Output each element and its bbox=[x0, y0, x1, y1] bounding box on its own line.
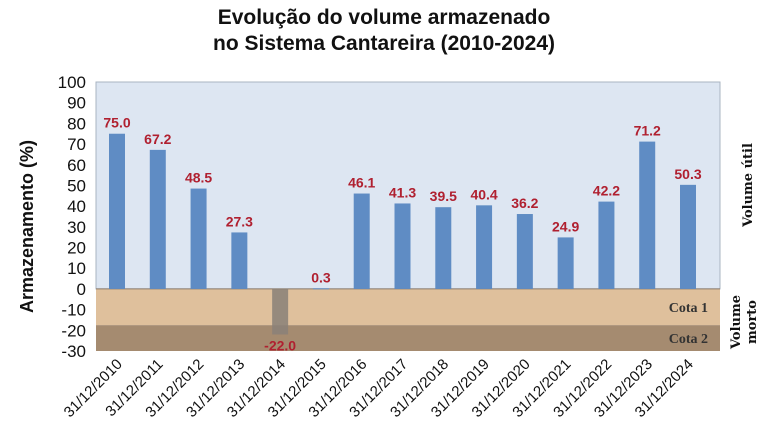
bar bbox=[435, 207, 452, 289]
data-label: 39.5 bbox=[430, 188, 457, 204]
y-tick-label: 80 bbox=[67, 114, 86, 133]
y-tick-label: 90 bbox=[67, 94, 86, 113]
y-tick-label: 70 bbox=[67, 135, 86, 154]
data-label: 42.2 bbox=[593, 183, 620, 199]
y-tick-label: 0 bbox=[77, 280, 86, 299]
bar bbox=[557, 237, 574, 289]
data-label: 27.3 bbox=[226, 213, 253, 229]
volume-morto-label-line2: morto bbox=[745, 300, 760, 344]
data-label: 48.5 bbox=[185, 170, 212, 186]
y-tick-label: -10 bbox=[61, 301, 86, 320]
band-label: Cota 1 bbox=[669, 301, 708, 316]
bar bbox=[598, 201, 615, 289]
y-axis-label: Armazenamento (%) bbox=[17, 140, 37, 313]
bar bbox=[272, 288, 289, 335]
chart-title-line2: no Sistema Cantareira (2010-2024) bbox=[213, 32, 555, 55]
bar bbox=[231, 232, 248, 289]
bar bbox=[190, 188, 207, 289]
y-tick-label: -30 bbox=[61, 342, 86, 361]
y-tick-label: 60 bbox=[67, 156, 86, 175]
bar bbox=[680, 184, 696, 289]
bar bbox=[394, 203, 411, 289]
bar bbox=[109, 133, 125, 289]
data-label: 40.4 bbox=[470, 186, 497, 202]
bar bbox=[353, 193, 370, 289]
data-label: 75.0 bbox=[103, 115, 130, 131]
y-tick-label: 10 bbox=[67, 259, 86, 278]
bar bbox=[149, 149, 166, 289]
band-2 bbox=[96, 325, 720, 351]
data-label: 0.3 bbox=[311, 269, 331, 285]
y-tick-label: 100 bbox=[58, 73, 86, 92]
volume-util-label: Volume útil bbox=[741, 143, 756, 228]
data-label: 67.2 bbox=[144, 131, 171, 147]
y-tick-label: 30 bbox=[67, 218, 86, 237]
chart-title-line1: Evolução do volume armazenado bbox=[217, 6, 551, 29]
band-label: Cota 2 bbox=[669, 332, 708, 347]
y-tick-label: 20 bbox=[67, 239, 86, 258]
bar bbox=[639, 141, 656, 289]
y-tick-label: -20 bbox=[61, 321, 86, 340]
y-tick-label: 40 bbox=[67, 197, 86, 216]
data-label: 46.1 bbox=[348, 175, 375, 191]
data-label: 71.2 bbox=[634, 123, 661, 139]
bar bbox=[312, 288, 329, 290]
data-label: 36.2 bbox=[511, 195, 538, 211]
data-label: -22.0 bbox=[264, 337, 296, 353]
volume-morto-label-line1: Volume bbox=[729, 295, 744, 350]
data-label: 41.3 bbox=[389, 184, 416, 200]
y-tick-label: 50 bbox=[67, 176, 86, 195]
bar bbox=[476, 205, 493, 289]
bar bbox=[516, 214, 533, 289]
data-label: 50.3 bbox=[674, 166, 701, 182]
band-1 bbox=[96, 288, 720, 326]
data-label: 24.9 bbox=[552, 218, 579, 234]
